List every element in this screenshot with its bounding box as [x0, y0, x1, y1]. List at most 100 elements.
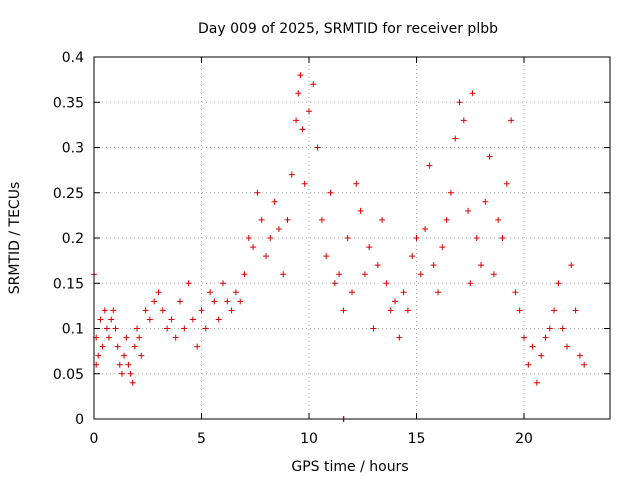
- data-point: [439, 244, 446, 251]
- data-point-marker: [568, 262, 575, 269]
- data-point: [245, 235, 252, 241]
- data-point-marker: [106, 334, 112, 341]
- data-point-marker: [413, 235, 420, 241]
- data-point-marker: [299, 126, 306, 133]
- data-point-marker: [353, 180, 360, 187]
- data-point-marker: [521, 334, 527, 341]
- data-point-marker: [426, 162, 433, 169]
- data-point: [211, 298, 218, 305]
- data-point: [310, 81, 317, 88]
- data-point: [119, 370, 125, 377]
- data-point-marker: [177, 298, 183, 305]
- data-point-marker: [310, 81, 317, 88]
- data-point-marker: [349, 289, 355, 296]
- data-point-marker: [409, 253, 416, 260]
- data-point-marker: [280, 271, 287, 278]
- data-point: [576, 352, 583, 359]
- data-point-marker: [478, 262, 484, 269]
- data-point-marker: [211, 298, 218, 305]
- data-point: [456, 99, 463, 106]
- data-point: [241, 271, 248, 278]
- data-point: [138, 352, 145, 359]
- data-point: [314, 144, 321, 151]
- data-point-marker: [357, 207, 364, 214]
- data-point: [267, 235, 274, 241]
- data-point: [224, 298, 231, 305]
- data-point: [336, 271, 343, 278]
- data-point-marker: [499, 235, 506, 241]
- y-tick-label: 0.05: [53, 367, 84, 383]
- data-point-marker: [383, 280, 390, 287]
- data-point: [288, 171, 295, 178]
- data-point-marker: [344, 235, 351, 241]
- data-point-marker: [263, 253, 269, 260]
- data-point-marker: [101, 307, 108, 314]
- data-point-marker: [452, 135, 459, 142]
- data-point: [508, 117, 515, 124]
- data-point: [125, 361, 132, 368]
- data-points: [91, 72, 588, 422]
- data-point: [572, 307, 579, 314]
- data-point: [106, 334, 112, 341]
- data-point: [568, 262, 575, 269]
- data-point-marker: [490, 271, 497, 278]
- data-point-marker: [301, 180, 308, 187]
- data-point: [151, 298, 158, 305]
- data-point-marker: [581, 361, 588, 368]
- data-point: [293, 117, 300, 124]
- data-point: [159, 307, 166, 314]
- data-point: [516, 307, 523, 314]
- data-point: [473, 235, 480, 241]
- data-point-marker: [435, 289, 441, 296]
- data-point: [275, 226, 282, 232]
- data-point-marker: [400, 289, 407, 296]
- data-point-marker: [555, 280, 562, 287]
- data-point-marker: [392, 298, 398, 305]
- data-point: [467, 280, 474, 287]
- data-point: [258, 216, 265, 223]
- data-point: [353, 180, 360, 187]
- data-point: [263, 253, 269, 260]
- data-point-marker: [155, 289, 162, 296]
- data-point-marker: [136, 334, 143, 341]
- data-point: [486, 153, 493, 160]
- y-tick-label: 0.4: [62, 50, 84, 66]
- data-point: [499, 235, 506, 241]
- data-point: [525, 361, 532, 368]
- data-point-marker: [327, 189, 334, 196]
- data-point-marker: [194, 343, 201, 350]
- data-point-marker: [564, 343, 570, 350]
- data-point-marker: [172, 334, 179, 341]
- data-point-marker: [131, 343, 138, 350]
- data-point-marker: [228, 307, 235, 314]
- y-tick-label: 0.1: [62, 322, 84, 338]
- chart-title: Day 009 of 2025, SRMTID for receiver plb…: [198, 21, 498, 37]
- data-point-marker: [495, 216, 502, 223]
- data-point: [331, 280, 338, 287]
- data-point-marker: [245, 235, 252, 241]
- data-point-marker: [422, 226, 429, 232]
- data-point: [323, 253, 330, 260]
- data-point-marker: [258, 216, 265, 223]
- axis-ticks: [93, 56, 610, 420]
- data-point-marker: [116, 361, 123, 368]
- data-point: [469, 90, 476, 97]
- data-point: [164, 325, 171, 332]
- data-point: [490, 271, 497, 278]
- data-point-marker: [99, 343, 106, 350]
- data-point-marker: [232, 289, 239, 296]
- data-point-marker: [525, 361, 532, 368]
- data-point: [370, 325, 377, 332]
- data-point-marker: [469, 90, 476, 97]
- y-tick-label: 0.25: [53, 186, 84, 202]
- data-point: [396, 334, 403, 341]
- data-point: [542, 334, 549, 341]
- data-point-marker: [237, 298, 244, 305]
- data-point-marker: [318, 216, 325, 223]
- data-point-marker: [503, 180, 510, 187]
- data-point-marker: [340, 307, 347, 314]
- data-point-marker: [331, 280, 338, 287]
- data-point: [435, 289, 441, 296]
- data-point: [533, 379, 540, 386]
- data-point-marker: [396, 334, 403, 341]
